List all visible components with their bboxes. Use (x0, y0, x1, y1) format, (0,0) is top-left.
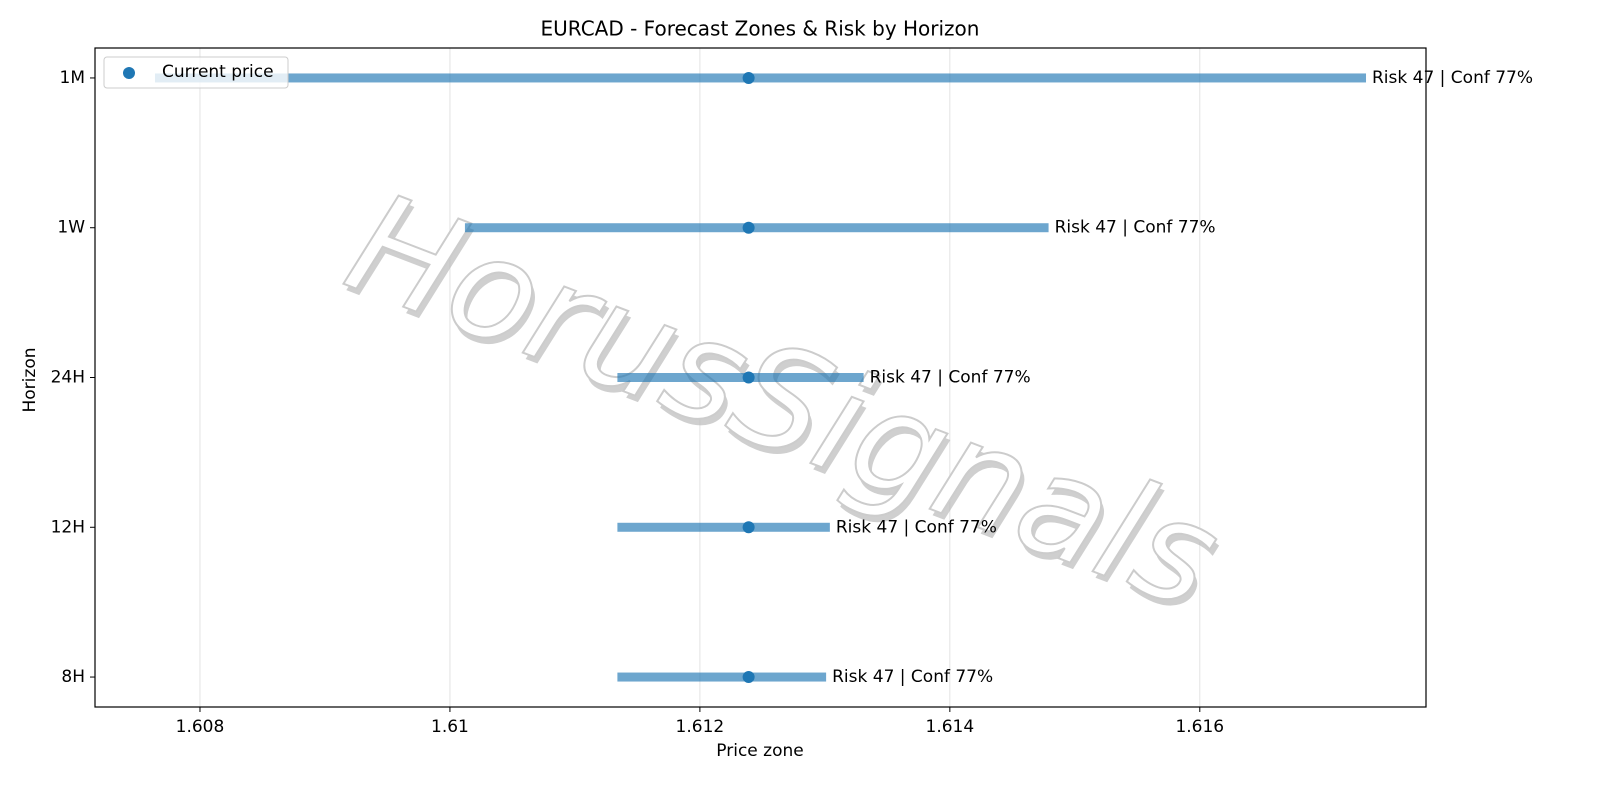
x-tick-label: 1.608 (176, 717, 225, 737)
legend-box (103, 56, 289, 89)
chart-title: EURCAD - Forecast Zones & Risk by Horizo… (541, 17, 980, 41)
legend-label: Current price (162, 62, 274, 82)
range-bar (464, 223, 1049, 233)
legend: Current price (103, 56, 289, 89)
annotation: Risk 47 | Conf 77% (870, 368, 1031, 388)
range-bar (154, 73, 1367, 83)
current-price-dot (742, 221, 755, 234)
annotation: Risk 47 | Conf 77% (1055, 218, 1216, 238)
annotation: Risk 47 | Conf 77% (832, 667, 993, 687)
x-tick-label: 1.616 (1175, 717, 1224, 737)
plot-frame (94, 47, 1427, 708)
annotation: Risk 47 | Conf 77% (1372, 68, 1533, 88)
y-tick-label: 24H (51, 368, 85, 388)
current-price-dot (742, 371, 755, 384)
range-bar (617, 373, 864, 382)
legend-marker (123, 67, 135, 79)
y-tick-label: 12H (51, 517, 85, 537)
current-price-dot (742, 71, 755, 84)
y-axis-label: Horizon (20, 348, 40, 413)
x-axis-label: Price zone (716, 741, 803, 761)
x-tick-label: 1.61 (431, 717, 469, 737)
current-price-dot (742, 521, 755, 534)
x-tick-label: 1.612 (676, 717, 725, 737)
y-tick-label: 1W (57, 218, 85, 238)
current-price-dot (742, 671, 755, 684)
x-tick-label: 1.614 (926, 717, 975, 737)
annotation: Risk 47 | Conf 77% (836, 517, 997, 537)
range-bar (617, 672, 827, 682)
y-tick-label: 8H (61, 667, 85, 687)
range-bar (617, 522, 830, 532)
y-tick-label: 1M (60, 68, 85, 88)
